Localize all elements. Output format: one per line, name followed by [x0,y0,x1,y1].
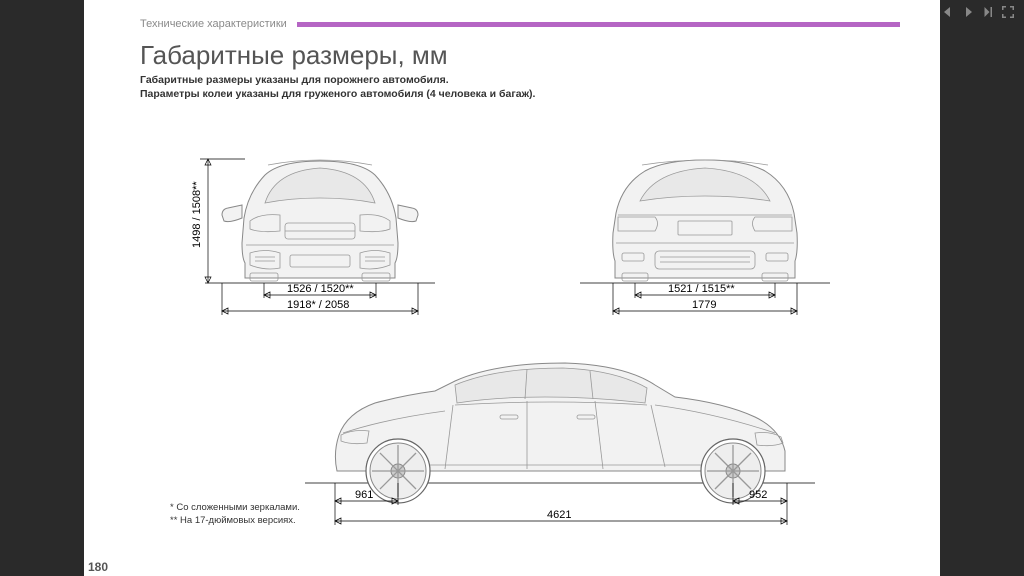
accent-bar [297,22,900,27]
dim-front-height: 1498 / 1508** [191,181,203,248]
document-page: Технические характеристики Габаритные ра… [84,0,940,576]
nav-prev-icon[interactable] [940,4,956,20]
footnotes: * Со сложенными зеркалами. ** На 17-дюйм… [170,501,300,528]
dim-front-track: 1526 / 1520** [287,283,354,295]
nav-next-icon[interactable] [960,4,976,20]
subtitle-2: Параметры колеи указаны для груженого ав… [140,87,900,101]
diagram-area: 1498 / 1508** 1526 / 1520** 1918* / 2058 [140,113,900,543]
subtitle-1: Габаритные размеры указаны для порожнего… [140,73,900,87]
page-header: Технические характеристики [140,18,900,30]
footnote-1: * Со сложенными зеркалами. [170,501,300,514]
nav-last-icon[interactable] [980,4,996,20]
page-number: 180 [88,560,108,574]
dim-rear-overhang: 952 [749,489,767,501]
dim-front-overhang: 961 [355,489,373,501]
dim-rear-width: 1779 [692,299,716,311]
dim-rear-track: 1521 / 1515** [668,283,735,295]
footnote-2: ** На 17-дюймовых версиях. [170,514,300,527]
dim-front-width: 1918* / 2058 [287,299,349,311]
section-label: Технические характеристики [140,18,287,30]
dim-length: 4621 [547,509,571,521]
fullscreen-icon[interactable] [1000,4,1016,20]
page-title: Габаритные размеры, мм [140,40,900,71]
side-view: 961 952 4621 [295,333,825,543]
front-view: 1498 / 1508** 1526 / 1520** 1918* / 2058 [150,113,460,328]
rear-view: 1521 / 1515** 1779 [560,113,850,328]
